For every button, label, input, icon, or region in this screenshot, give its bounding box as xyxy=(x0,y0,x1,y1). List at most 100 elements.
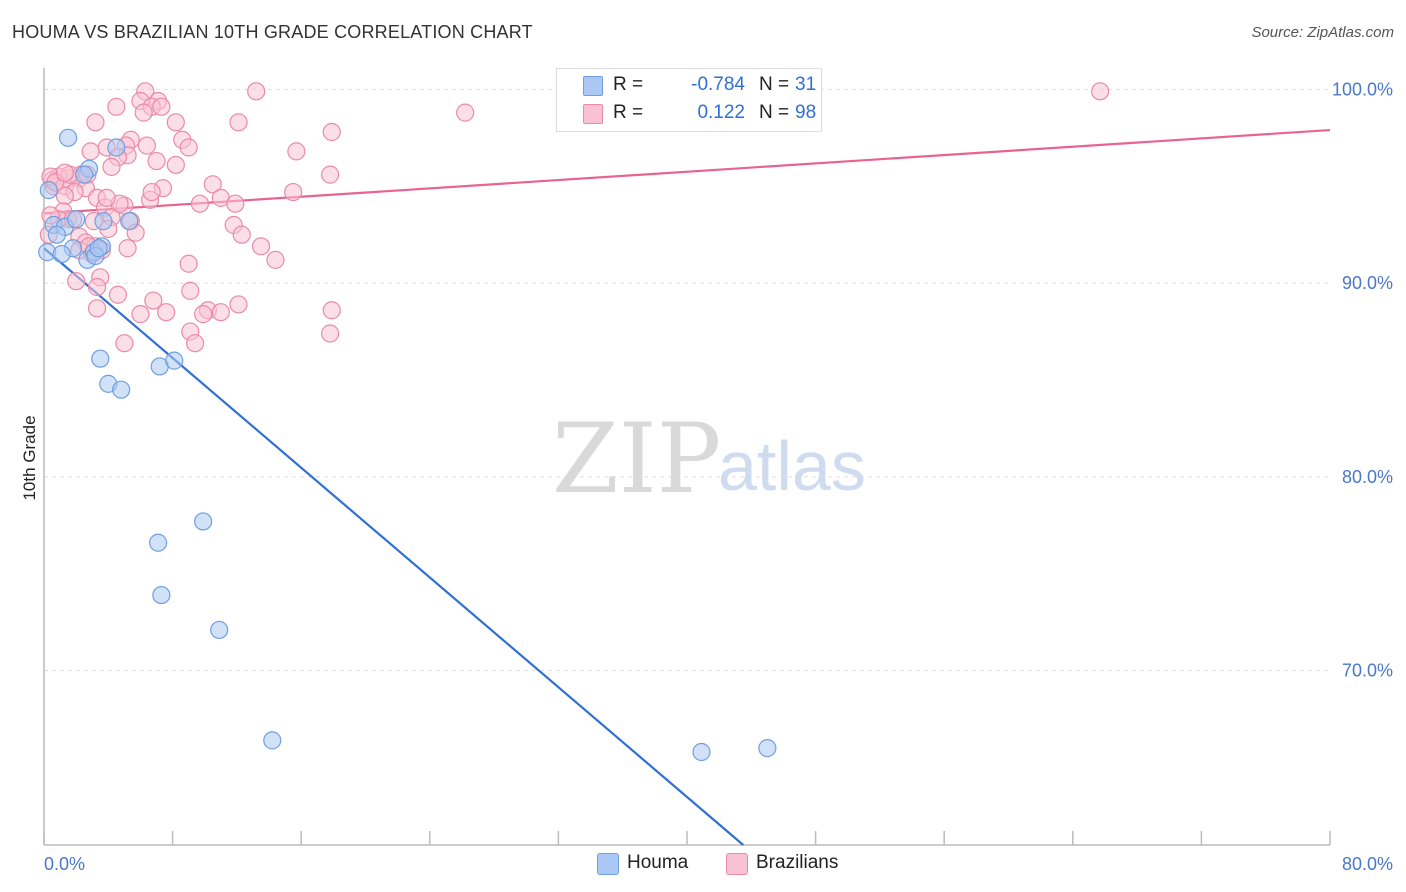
data-point xyxy=(87,277,107,297)
data-point xyxy=(321,324,340,343)
legend-n-value: 31 xyxy=(795,74,817,95)
data-point xyxy=(232,225,251,244)
data-point xyxy=(47,225,66,244)
data-point xyxy=(322,122,341,142)
data-point xyxy=(142,182,161,202)
watermark-zip: ZIP xyxy=(552,403,721,515)
y-tick-label: 70.0% xyxy=(1342,661,1393,681)
data-point xyxy=(179,138,198,157)
data-point xyxy=(147,151,166,171)
legend-n-label: N = xyxy=(759,102,790,123)
data-point xyxy=(144,291,163,310)
data-point xyxy=(59,128,78,147)
data-point xyxy=(287,142,306,161)
y-axis-title: 10th Grade xyxy=(20,415,39,500)
x-tick-label: 80.0% xyxy=(1342,854,1393,874)
data-point xyxy=(226,194,245,213)
data-point xyxy=(456,103,475,122)
x-tick-label: 0.0% xyxy=(44,854,85,874)
data-point xyxy=(692,742,711,762)
legend-swatch-brazilians xyxy=(583,104,603,124)
data-point xyxy=(229,113,248,132)
data-point xyxy=(134,103,153,122)
trend-line-brazilians xyxy=(43,128,1331,215)
data-point xyxy=(89,239,108,258)
data-point xyxy=(102,157,121,176)
data-point xyxy=(194,512,213,531)
data-point xyxy=(87,299,107,318)
data-point xyxy=(75,165,94,184)
data-point xyxy=(108,285,128,304)
data-point xyxy=(322,301,341,320)
data-point xyxy=(229,295,248,314)
series-houma-points xyxy=(38,128,777,762)
data-point xyxy=(39,181,58,200)
data-point xyxy=(758,739,777,758)
chart-source: Source: ZipAtlas.com xyxy=(1251,24,1394,41)
data-point xyxy=(166,113,185,132)
data-point xyxy=(186,334,205,353)
legend-r-value: 0.122 xyxy=(697,102,745,123)
data-point xyxy=(67,210,86,229)
data-point xyxy=(115,334,134,353)
legend-r-label: R = xyxy=(613,102,644,123)
data-point xyxy=(321,165,340,184)
data-point xyxy=(194,305,213,324)
data-point xyxy=(157,303,176,322)
data-point xyxy=(94,212,113,231)
data-point xyxy=(152,585,171,605)
data-point xyxy=(251,237,271,256)
trend-line-houma xyxy=(43,247,744,846)
data-point xyxy=(81,142,100,161)
y-tick-label: 100.0% xyxy=(1332,79,1393,99)
data-point xyxy=(181,281,200,300)
legend-n-value: 98 xyxy=(795,102,817,123)
correlation-legend: R = -0.784 N = 31 R = 0.122 N = 98 xyxy=(556,68,822,132)
legend-r-value: -0.784 xyxy=(691,74,745,95)
data-point xyxy=(263,731,282,750)
series-swatch-brazilians xyxy=(726,853,748,875)
data-point xyxy=(112,380,131,399)
data-point xyxy=(107,138,126,157)
legend-r-label: R = xyxy=(613,74,644,95)
data-point xyxy=(203,175,222,194)
data-point xyxy=(1091,82,1110,101)
data-points xyxy=(38,82,1110,762)
data-point xyxy=(179,254,198,273)
series-label-brazilians: Brazilians xyxy=(756,852,839,873)
data-point xyxy=(97,188,116,207)
legend-swatch-houma xyxy=(583,76,603,96)
data-point xyxy=(211,303,230,322)
y-tick-label: 80.0% xyxy=(1342,467,1393,487)
data-point xyxy=(91,349,110,368)
grid-lines xyxy=(44,88,1330,672)
y-tick-labels: 70.0% 80.0% 90.0% 100.0% xyxy=(1332,79,1393,680)
data-point xyxy=(52,244,71,264)
y-tick-label: 90.0% xyxy=(1342,273,1393,293)
data-point xyxy=(266,250,285,269)
x-tick-labels: 0.0% 80.0% xyxy=(44,854,1393,874)
data-point xyxy=(118,239,137,258)
series-swatch-houma xyxy=(597,853,619,875)
data-point xyxy=(149,533,168,552)
data-point xyxy=(131,305,150,324)
chart-title: HOUMA VS BRAZILIAN 10TH GRADE CORRELATIO… xyxy=(12,22,533,42)
data-point xyxy=(86,113,105,132)
watermark-atlas: atlas xyxy=(718,427,866,505)
trend-lines xyxy=(43,128,1331,846)
data-point xyxy=(120,212,139,231)
data-point xyxy=(67,272,86,291)
data-point xyxy=(284,182,303,202)
data-point xyxy=(55,163,74,182)
data-point xyxy=(247,82,266,101)
data-point xyxy=(210,620,229,640)
data-point xyxy=(190,194,210,213)
data-point xyxy=(152,97,171,116)
data-point xyxy=(107,97,126,116)
series-label-houma: Houma xyxy=(627,852,689,873)
data-point xyxy=(165,351,184,370)
data-point xyxy=(137,136,156,155)
watermark: ZIP atlas xyxy=(552,403,866,515)
legend-n-label: N = xyxy=(759,74,790,95)
